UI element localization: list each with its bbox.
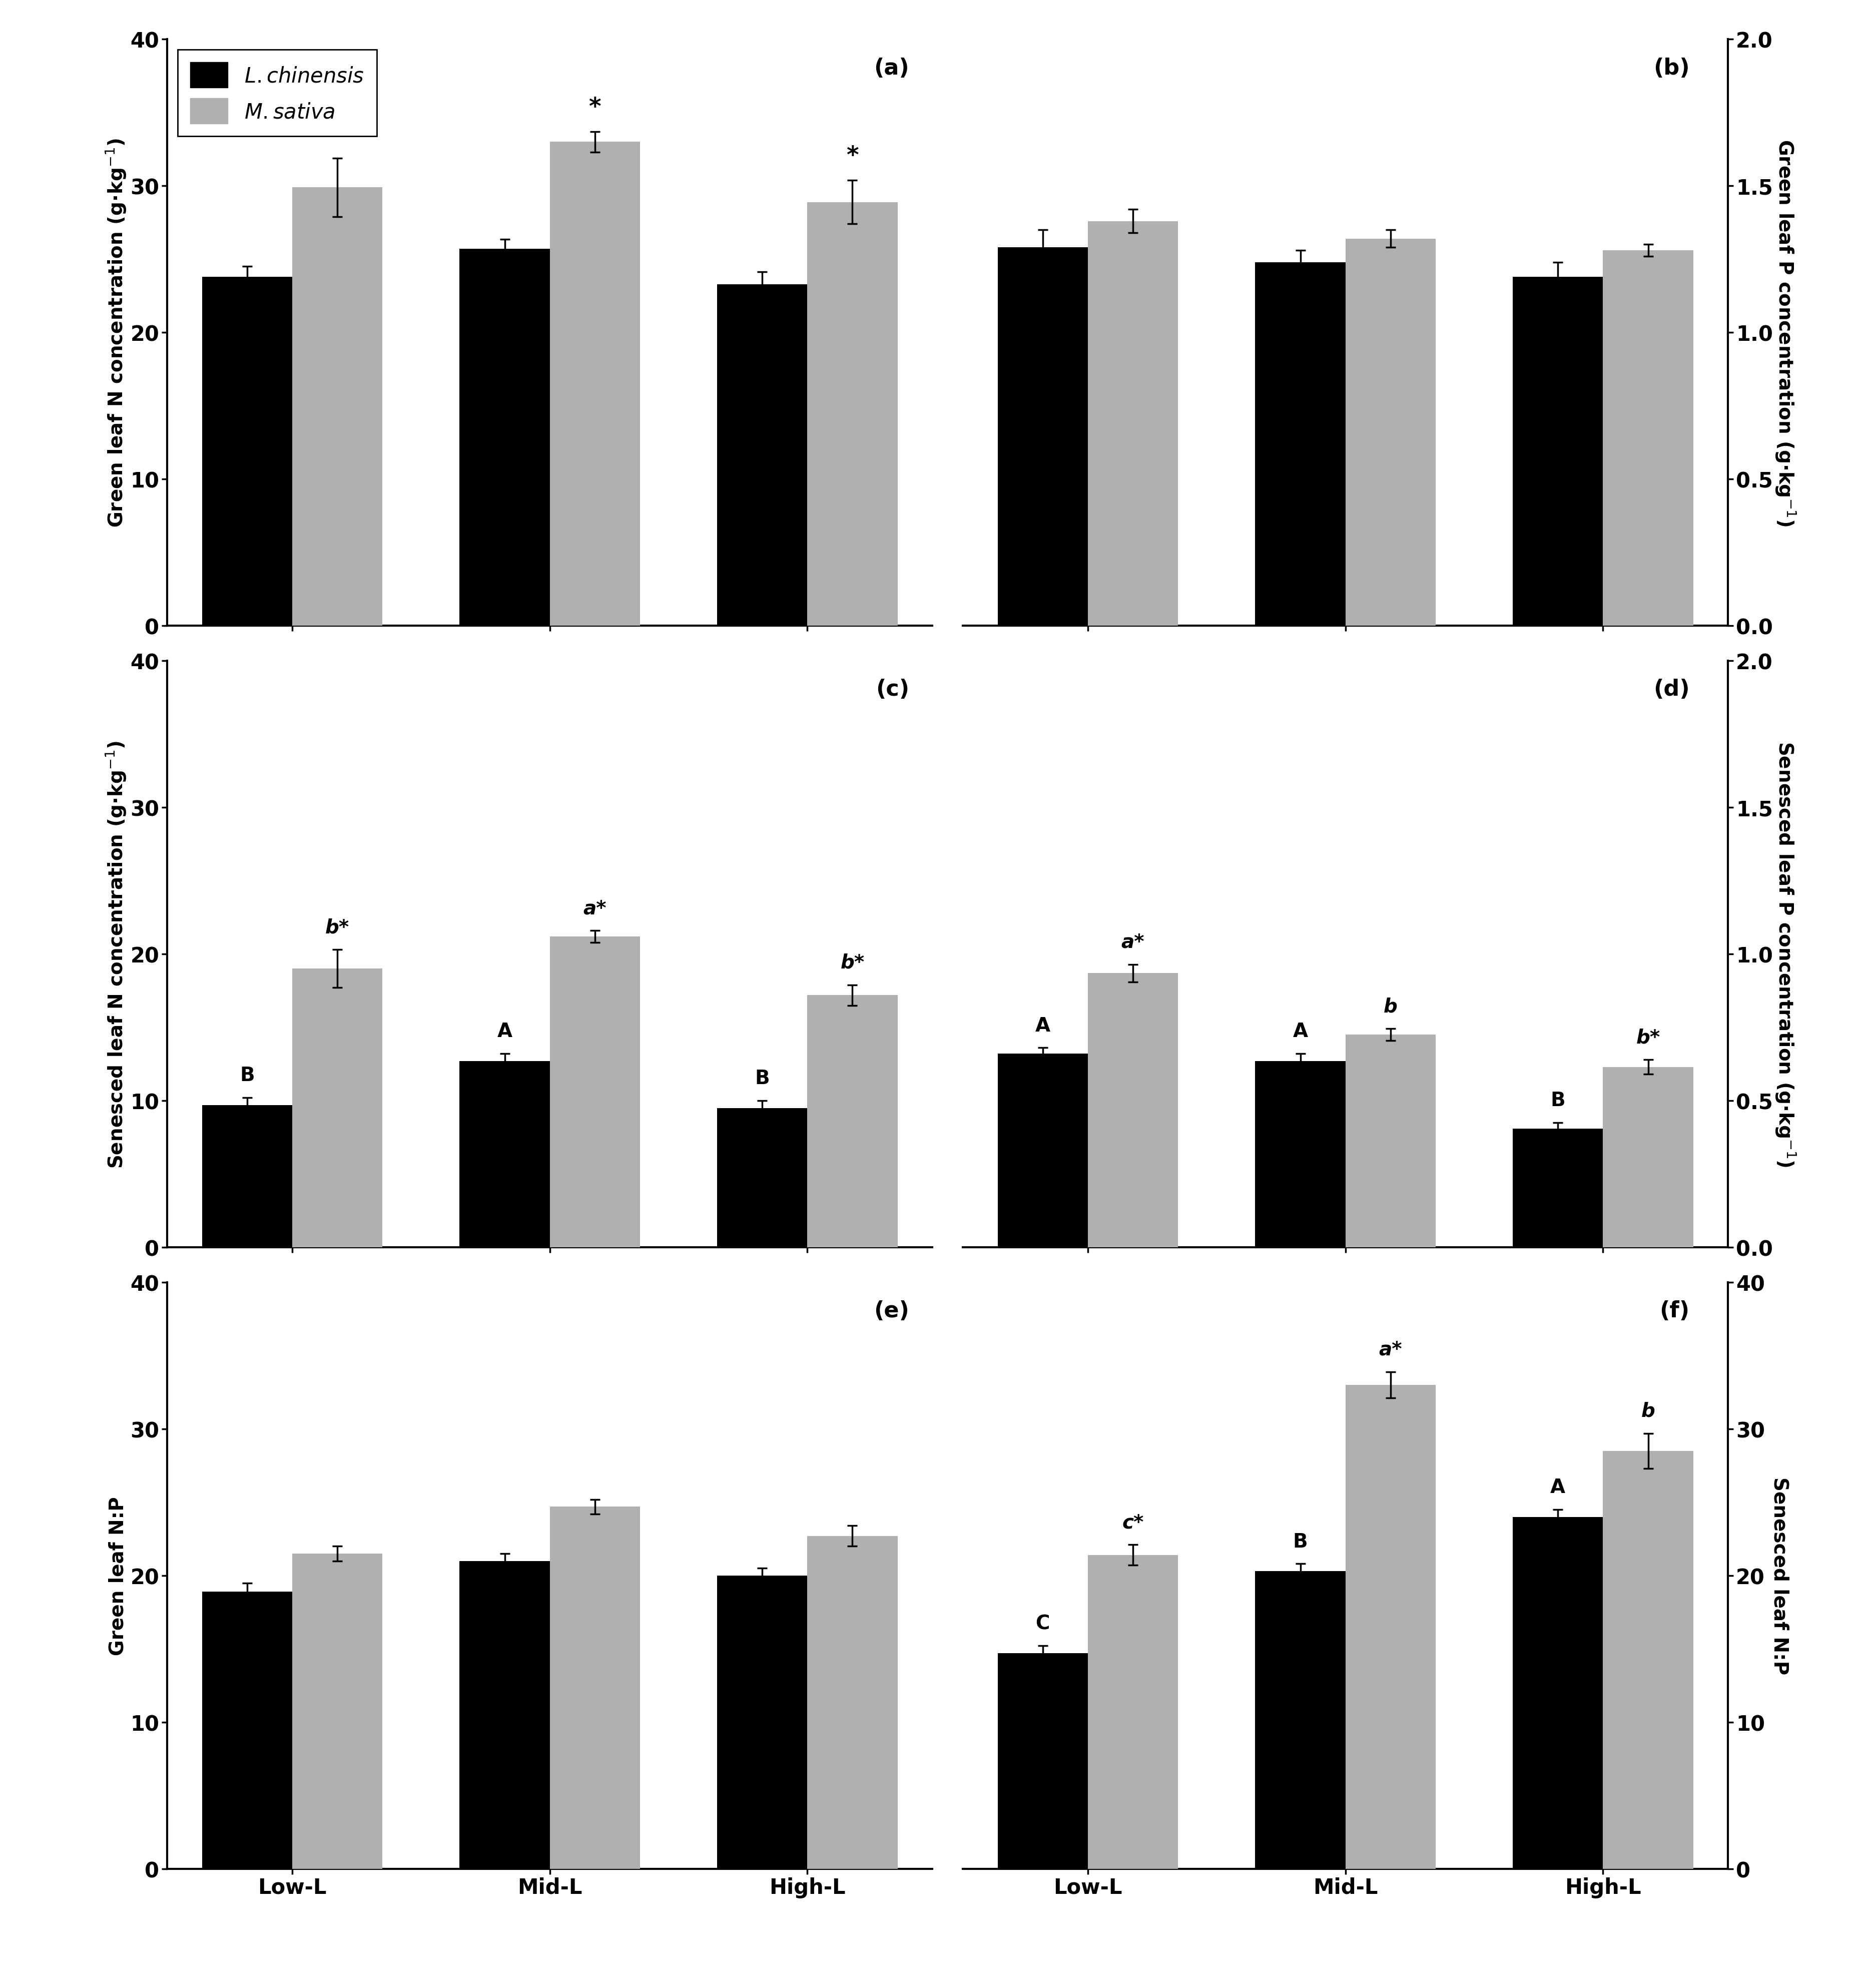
Bar <box>808 203 897 626</box>
Bar <box>1345 239 1436 626</box>
Text: B: B <box>754 1070 769 1087</box>
Bar <box>459 248 550 626</box>
Bar <box>1512 276 1603 626</box>
Y-axis label: Green leaf P concentration (g·kg$^{-1}$): Green leaf P concentration (g·kg$^{-1}$) <box>1774 139 1797 527</box>
Text: a*: a* <box>1120 932 1145 952</box>
Bar <box>1256 262 1345 626</box>
Bar <box>459 1561 550 1869</box>
Text: a*: a* <box>1379 1340 1403 1360</box>
Bar <box>203 1105 292 1246</box>
Bar <box>717 1107 808 1246</box>
Text: A: A <box>1035 1016 1050 1036</box>
Y-axis label: Green leaf N concentration (g·kg$^{-1}$): Green leaf N concentration (g·kg$^{-1}$) <box>104 139 128 527</box>
Text: (e): (e) <box>873 1300 909 1322</box>
Text: b: b <box>1641 1402 1655 1421</box>
Text: (c): (c) <box>875 678 909 700</box>
Bar <box>1512 1517 1603 1869</box>
Text: C: C <box>1035 1614 1050 1632</box>
Text: B: B <box>1551 1091 1564 1109</box>
Bar <box>808 996 897 1246</box>
Text: (d): (d) <box>1654 678 1689 700</box>
Bar <box>1087 1555 1178 1869</box>
Text: B: B <box>1293 1533 1308 1551</box>
Text: *: * <box>331 123 344 145</box>
Bar <box>717 284 808 626</box>
Y-axis label: Senesced leaf N concentration (g·kg$^{-1}$): Senesced leaf N concentration (g·kg$^{-1… <box>104 740 128 1169</box>
Bar <box>459 1062 550 1246</box>
Bar <box>998 248 1087 626</box>
Y-axis label: Senesced leaf N:P: Senesced leaf N:P <box>1771 1477 1789 1674</box>
Text: A: A <box>498 1022 513 1042</box>
Bar <box>1256 1571 1345 1869</box>
Bar <box>1087 974 1178 1246</box>
Text: (a): (a) <box>873 58 909 80</box>
Bar <box>1603 250 1693 626</box>
Bar <box>808 1537 897 1869</box>
Text: b*: b* <box>840 952 864 972</box>
Text: *: * <box>845 145 858 167</box>
Legend: $L. chinensis$, $M. sativa$: $L. chinensis$, $M. sativa$ <box>178 50 377 137</box>
Bar <box>203 1592 292 1869</box>
Text: b*: b* <box>1637 1028 1661 1048</box>
Bar <box>1603 1451 1693 1869</box>
Text: A: A <box>1293 1022 1308 1042</box>
Bar <box>1512 1129 1603 1246</box>
Bar <box>717 1576 808 1869</box>
Bar <box>998 1654 1087 1869</box>
Bar <box>292 968 383 1246</box>
Text: B: B <box>240 1066 255 1085</box>
Text: A: A <box>1550 1477 1566 1497</box>
Text: (b): (b) <box>1654 58 1689 80</box>
Text: (f): (f) <box>1659 1300 1689 1322</box>
Text: *: * <box>589 97 600 119</box>
Y-axis label: Green leaf N:P: Green leaf N:P <box>108 1497 128 1656</box>
Y-axis label: Senesced leaf P concentration (g·kg$^{-1}$): Senesced leaf P concentration (g·kg$^{-1… <box>1774 742 1797 1167</box>
Bar <box>998 1054 1087 1246</box>
Bar <box>1087 221 1178 626</box>
Bar <box>550 143 639 626</box>
Bar <box>550 1507 639 1869</box>
Bar <box>1603 1068 1693 1246</box>
Bar <box>292 187 383 626</box>
Bar <box>203 276 292 626</box>
Text: a*: a* <box>583 899 606 918</box>
Bar <box>292 1555 383 1869</box>
Text: c*: c* <box>1122 1513 1145 1533</box>
Text: b: b <box>1384 998 1397 1016</box>
Bar <box>1345 1386 1436 1869</box>
Bar <box>1345 1036 1436 1246</box>
Bar <box>1256 1062 1345 1246</box>
Bar <box>550 936 639 1246</box>
Text: b*: b* <box>325 918 349 936</box>
